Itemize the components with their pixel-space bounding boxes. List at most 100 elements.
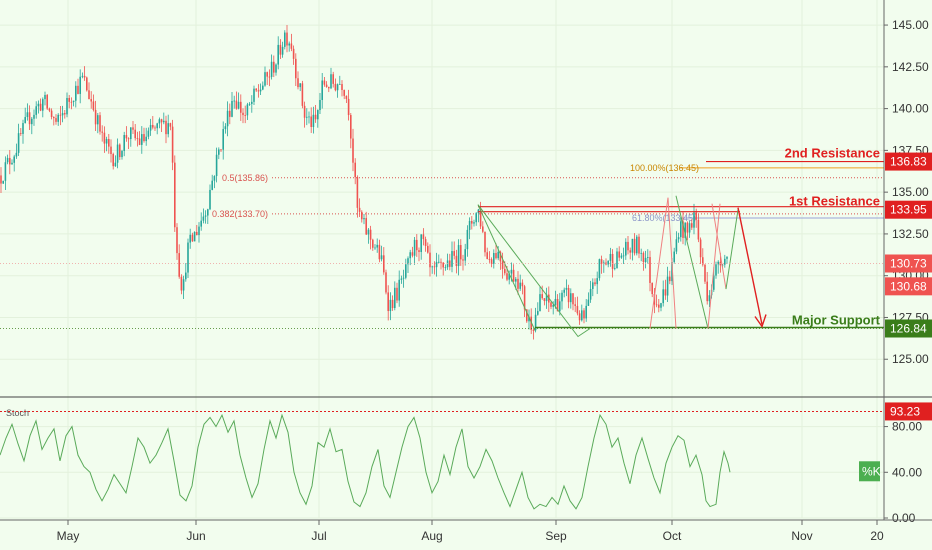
candle-body bbox=[422, 234, 425, 240]
candle-body bbox=[413, 239, 416, 256]
candle-body bbox=[644, 257, 647, 263]
candle-body bbox=[255, 88, 257, 91]
candle-body bbox=[369, 229, 372, 240]
candle-body bbox=[697, 219, 700, 240]
main-pane-grid bbox=[0, 0, 884, 518]
candle-body bbox=[462, 259, 464, 261]
candle-body bbox=[717, 261, 719, 265]
y-tick-label: 135.00 bbox=[892, 185, 929, 199]
candle-body bbox=[699, 239, 702, 258]
candle-body bbox=[145, 136, 147, 142]
candle-body bbox=[473, 222, 475, 224]
candle-body bbox=[640, 252, 642, 254]
candle-body bbox=[149, 124, 152, 131]
candle-body bbox=[405, 264, 407, 278]
zigzag-leg bbox=[477, 204, 536, 331]
candle-body bbox=[167, 123, 169, 135]
candle-body bbox=[334, 83, 337, 91]
candle-body bbox=[708, 295, 711, 302]
candle-body bbox=[127, 138, 130, 140]
candle-body bbox=[306, 116, 308, 118]
stoch-level-tag-bg bbox=[885, 402, 932, 421]
annotation-label: Major Support bbox=[792, 312, 881, 327]
candle-body bbox=[136, 138, 139, 139]
candle-body bbox=[673, 251, 675, 262]
candle-body bbox=[504, 268, 506, 274]
candle-body bbox=[563, 289, 565, 293]
candle-body bbox=[684, 222, 686, 238]
candle-body bbox=[86, 77, 88, 91]
candle-body bbox=[455, 255, 458, 267]
candle-body bbox=[550, 302, 552, 307]
candle-body bbox=[715, 264, 717, 276]
fib-ext-label: 61.80%(133.45) bbox=[632, 213, 696, 223]
candle-body bbox=[407, 258, 409, 265]
candle-body bbox=[493, 253, 495, 264]
candle-body bbox=[682, 221, 684, 238]
candle-body bbox=[119, 144, 121, 158]
candle-body bbox=[706, 281, 708, 302]
candle-body bbox=[288, 43, 290, 46]
annotation-label: 1st Resistance bbox=[789, 194, 880, 209]
candle-body bbox=[642, 252, 645, 263]
candle-body bbox=[339, 84, 341, 85]
candle-body bbox=[490, 259, 493, 264]
candle-body bbox=[638, 236, 640, 254]
annotation-tag-bg bbox=[885, 152, 932, 171]
candle-body bbox=[259, 89, 262, 92]
candle-body bbox=[420, 234, 422, 253]
candle-body bbox=[154, 127, 156, 129]
candle-body bbox=[24, 117, 26, 124]
candle-body bbox=[367, 229, 370, 235]
y-tick-label: 132.50 bbox=[892, 227, 929, 241]
fib-ext-label: 100.00%(136.45) bbox=[630, 163, 699, 173]
candle-body bbox=[669, 276, 671, 282]
candle-body bbox=[191, 234, 194, 242]
candle-body bbox=[270, 61, 273, 77]
candle-body bbox=[675, 239, 678, 252]
price-tag-text: 130.68 bbox=[890, 279, 927, 293]
projection-arrowhead bbox=[754, 314, 767, 329]
candle-body bbox=[66, 98, 68, 115]
candle-body bbox=[123, 135, 125, 151]
candle-body bbox=[686, 222, 689, 233]
annotation-tag-text: 133.95 bbox=[890, 203, 927, 217]
candle-body bbox=[442, 262, 444, 268]
candle-body bbox=[631, 238, 634, 253]
candle-body bbox=[169, 123, 172, 127]
candle-body bbox=[629, 250, 631, 253]
candle-body bbox=[688, 223, 691, 233]
candle-body bbox=[627, 241, 629, 251]
x-tick-label: Jun bbox=[186, 529, 205, 543]
candle-body bbox=[556, 298, 559, 312]
candle-body bbox=[110, 146, 112, 155]
candle-body bbox=[528, 316, 530, 322]
candle-body bbox=[57, 114, 59, 122]
candle-body bbox=[475, 213, 477, 223]
candle-body bbox=[532, 329, 535, 331]
candle-body bbox=[218, 149, 220, 155]
candle-body bbox=[578, 313, 581, 321]
candle-body bbox=[358, 207, 361, 212]
annotation-label: 2nd Resistance bbox=[785, 146, 880, 161]
candle-body bbox=[543, 298, 546, 302]
candle-body bbox=[39, 103, 42, 111]
candle-body bbox=[308, 116, 310, 118]
candle-body bbox=[702, 257, 704, 265]
candle-body bbox=[479, 209, 482, 227]
candle-body bbox=[79, 76, 81, 94]
candle-body bbox=[196, 231, 198, 236]
candle-body bbox=[554, 298, 557, 305]
candle-body bbox=[200, 220, 202, 227]
candle-body bbox=[231, 101, 233, 117]
candle-body bbox=[114, 162, 117, 167]
candle-body bbox=[105, 138, 108, 144]
candle-body bbox=[565, 287, 568, 290]
candle-body bbox=[72, 100, 75, 102]
candle-body bbox=[332, 74, 334, 84]
candle-body bbox=[486, 252, 488, 259]
candle-body bbox=[416, 239, 418, 251]
stoch-tick-label: 0.00 bbox=[892, 511, 916, 525]
candle-body bbox=[2, 180, 4, 184]
candle-body bbox=[9, 157, 11, 165]
